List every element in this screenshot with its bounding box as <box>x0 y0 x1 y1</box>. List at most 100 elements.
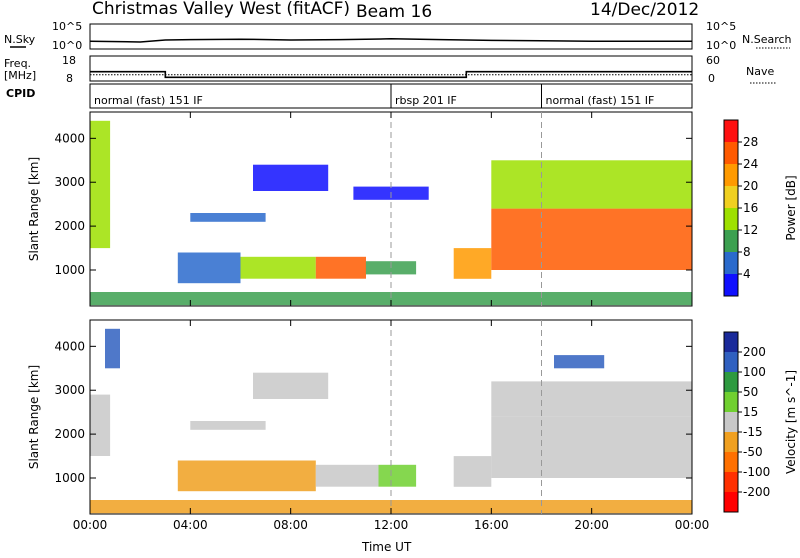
xtick-label: 00:00 <box>73 518 108 532</box>
colorbar-swatch <box>724 208 738 231</box>
nave-label: Nave <box>746 65 774 78</box>
data-region <box>491 381 692 417</box>
colorbar-swatch <box>724 274 738 297</box>
nsky-panel <box>89 23 693 50</box>
y-axis-label: Slant Range [km] <box>27 157 41 261</box>
colorbar-swatch <box>724 352 738 373</box>
colorbar-tick-label: 200 <box>743 345 766 359</box>
data-region <box>190 213 266 222</box>
colorbar-swatch <box>724 412 738 433</box>
nsky-tick-bottom: 10^0 <box>52 39 82 52</box>
colorbar-tick-label: 4 <box>743 267 751 281</box>
xtick-label: 04:00 <box>173 518 208 532</box>
xtick-label: 20:00 <box>574 518 609 532</box>
data-region <box>491 208 692 270</box>
velocity-panel: 1000 2000 3000 4000 Slant Range [km] 00:00 04:… <box>27 319 710 532</box>
cpid-segments: normal (fast) 151 IF rbsp 201 IF normal (f… <box>94 84 654 108</box>
colorbar-tick-label: -15 <box>743 425 763 439</box>
colorbar-tick-label: -50 <box>743 445 763 459</box>
freq-trace <box>90 70 692 79</box>
power-panel: 1000 2000 3000 4000 Slant Range [km] <box>27 111 693 307</box>
data-region <box>378 464 417 487</box>
data-region <box>315 256 366 279</box>
freq-line <box>90 70 692 79</box>
data-region <box>315 464 379 487</box>
colorbar-tick-label: 15 <box>743 405 758 419</box>
colorbar-label: Velocity [m s^-1] <box>784 370 798 474</box>
ytick-label: 4000 <box>54 339 85 353</box>
cpid-segment-label: rbsp 201 IF <box>395 94 457 107</box>
colorbar-swatch <box>724 372 738 393</box>
colorbar-swatch <box>724 186 738 209</box>
nsearch-tick-bottom: 10^0 <box>706 39 736 52</box>
data-region <box>90 394 111 456</box>
colorbar-tick-label: 50 <box>743 385 758 399</box>
colorbar-swatch <box>724 432 738 453</box>
colorbar-tick-label: -200 <box>743 485 770 499</box>
nsearch-label: N.Search <box>742 33 792 46</box>
colorbar-tick-label: 24 <box>743 157 758 171</box>
data-region <box>105 328 120 369</box>
ytick-label: 3000 <box>54 175 85 189</box>
freq-tick-top: 18 <box>62 54 76 67</box>
colorbar-swatch <box>724 252 738 275</box>
ytick-label: 2000 <box>54 219 85 233</box>
data-region <box>554 355 605 369</box>
colorbar-swatch <box>724 164 738 187</box>
y-axis-label: Slant Range [km] <box>27 365 41 469</box>
colorbar-swatch <box>724 392 738 413</box>
ytick-label: 1000 <box>54 263 85 277</box>
ytick-label: 4000 <box>54 131 85 145</box>
nsky-tick-top: 10^5 <box>52 20 82 33</box>
cpid-label: CPID <box>6 87 35 100</box>
colorbar-tick-label: 8 <box>743 245 751 259</box>
nsky-trace <box>89 38 692 43</box>
data-region <box>453 456 492 487</box>
data-region <box>253 164 329 191</box>
data-region <box>240 256 316 279</box>
colorbar-tick-label: 20 <box>743 179 758 193</box>
velocity-colorbar: 200 100 50 15 -15 -50 -100 -200 Velocity [m s^-1… <box>723 331 798 513</box>
data-region <box>177 460 316 492</box>
freq-tick-bottom: 8 <box>66 72 73 85</box>
data-region <box>491 416 692 478</box>
colorbar-swatch <box>724 120 738 143</box>
data-region <box>491 160 692 209</box>
colorbar-tick-label: 16 <box>743 201 758 215</box>
cpid-segment-label: normal (fast) 151 IF <box>94 94 203 107</box>
colorbar-swatch <box>724 492 738 513</box>
nave-tick-top: 60 <box>706 54 720 67</box>
ytick-label: 3000 <box>54 383 85 397</box>
power-colorbar: 28 24 20 16 12 8 4 Power [dB] <box>723 119 798 297</box>
freq-unit: [MHz] <box>4 69 36 82</box>
data-region <box>190 421 266 430</box>
data-region <box>90 120 111 249</box>
colorbar-swatch <box>724 332 738 353</box>
colorbar-tick-label: 12 <box>743 223 758 237</box>
colorbar-tick-label: 100 <box>743 365 766 379</box>
ytick-label: 2000 <box>54 427 85 441</box>
data-region <box>453 248 492 279</box>
colorbar-swatch <box>724 472 738 493</box>
nsky-line <box>89 38 692 43</box>
colorbar-tick-label: 28 <box>743 135 758 149</box>
colorbar-label: Power [dB] <box>784 175 798 240</box>
nsearch-tick-top: 10^5 <box>706 20 736 33</box>
time-axis-label: Time UT <box>361 540 412 554</box>
xtick-label: 16:00 <box>474 518 509 532</box>
data-region <box>253 372 329 399</box>
xtick-label: 08:00 <box>273 518 308 532</box>
nave-tick-bottom: 0 <box>708 72 715 85</box>
date-title: 14/Dec/2012 <box>590 0 699 20</box>
station-title: Christmas Valley West (fitACF) <box>92 0 350 19</box>
data-region <box>177 252 241 284</box>
beam-title: Beam 16 <box>356 2 432 22</box>
colorbar-frame <box>723 331 739 513</box>
nsky-label: N.Sky <box>4 33 36 46</box>
xtick-label: 00:00 <box>675 518 710 532</box>
colorbar-tick-label: -100 <box>743 465 770 479</box>
colorbar-swatch <box>724 452 738 473</box>
freq-label: Freq. <box>4 57 31 70</box>
xtick-label: 12:00 <box>374 518 409 532</box>
